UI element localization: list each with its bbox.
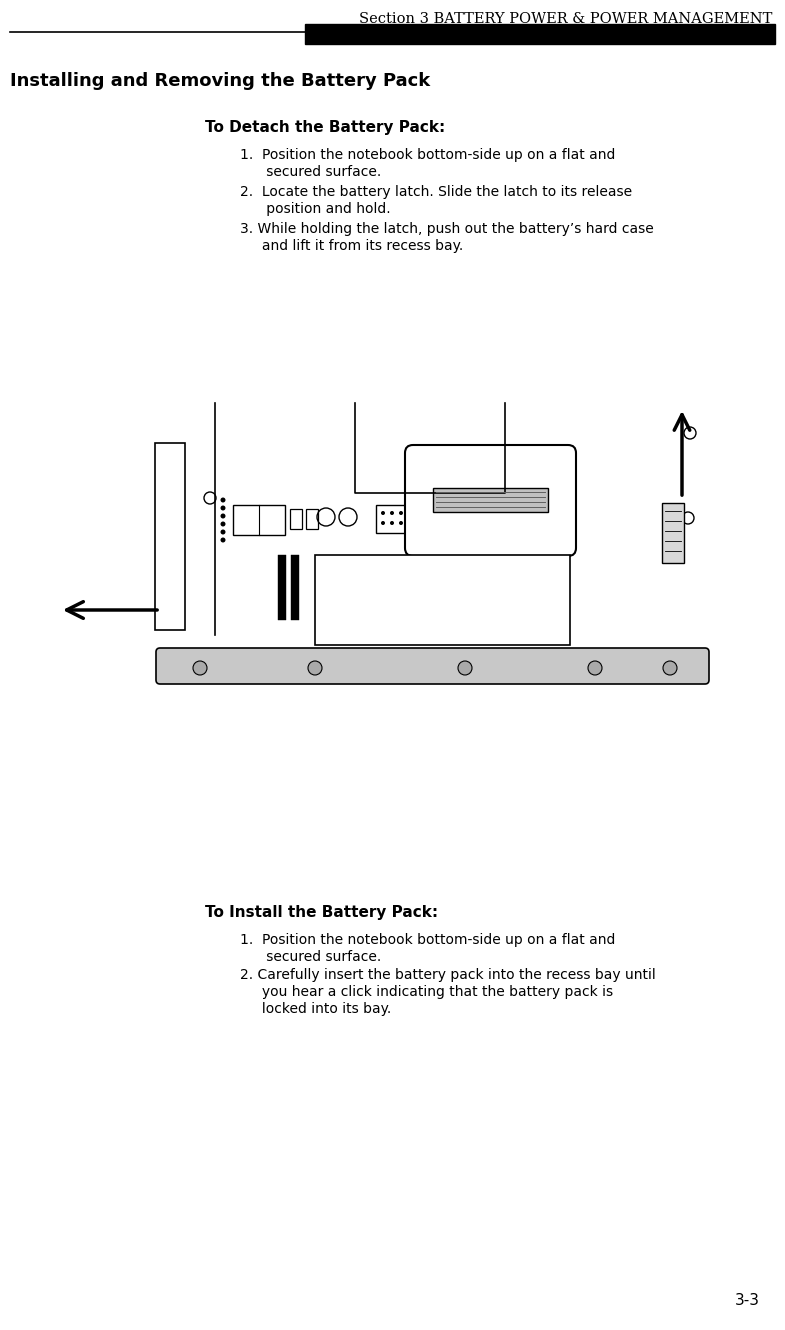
Text: To Install the Battery Pack:: To Install the Battery Pack: [205,904,438,920]
Circle shape [381,511,385,515]
Circle shape [408,521,412,525]
Text: 2. Carefully insert the battery pack into the recess bay until: 2. Carefully insert the battery pack int… [240,968,655,982]
Bar [376,505,426,533]
Circle shape [588,661,602,676]
Bar [233,505,285,535]
Circle shape [381,521,385,525]
Text: locked into its bay.: locked into its bay. [240,1001,391,1016]
Text: and lift it from its recess bay.: and lift it from its recess bay. [240,239,463,253]
Text: secured surface.: secured surface. [240,165,382,180]
Bar [305,24,775,44]
Text: you hear a click indicating that the battery pack is: you hear a click indicating that the bat… [240,986,613,999]
Circle shape [399,521,403,525]
Text: 3. While holding the latch, push out the battery’s hard case: 3. While holding the latch, push out the… [240,222,654,235]
Circle shape [458,661,472,676]
Text: position and hold.: position and hold. [240,202,391,215]
Circle shape [221,505,225,511]
Circle shape [221,497,225,503]
Text: 2.  Locate the battery latch. Slide the latch to its release: 2. Locate the battery latch. Slide the l… [240,185,632,199]
Bar [291,555,299,620]
Circle shape [221,513,225,519]
FancyBboxPatch shape [405,446,576,556]
Circle shape [221,521,225,527]
Bar [278,555,286,620]
Text: To Detach the Battery Pack:: To Detach the Battery Pack: [205,120,445,136]
Text: Installing and Removing the Battery Pack: Installing and Removing the Battery Pack [10,72,430,90]
Circle shape [221,537,225,543]
Bar [433,488,548,512]
Circle shape [408,511,412,515]
Bar [290,509,302,529]
Text: 1.  Position the notebook bottom-side up on a flat and: 1. Position the notebook bottom-side up … [240,934,615,947]
Circle shape [390,511,394,515]
Circle shape [308,661,322,676]
Text: Section 3 BATTERY POWER & POWER MANAGEMENT: Section 3 BATTERY POWER & POWER MANAGEME… [359,12,772,27]
Circle shape [663,661,677,676]
Bar [155,443,185,630]
Circle shape [221,529,225,535]
Circle shape [193,661,207,676]
FancyBboxPatch shape [156,648,709,684]
Circle shape [390,521,394,525]
Text: 3-3: 3-3 [735,1293,760,1307]
Bar [662,503,684,563]
Text: 1.  Position the notebook bottom-side up on a flat and: 1. Position the notebook bottom-side up … [240,148,615,162]
Bar [306,509,318,529]
Text: secured surface.: secured surface. [240,950,382,964]
Bar [315,555,570,645]
Circle shape [399,511,403,515]
